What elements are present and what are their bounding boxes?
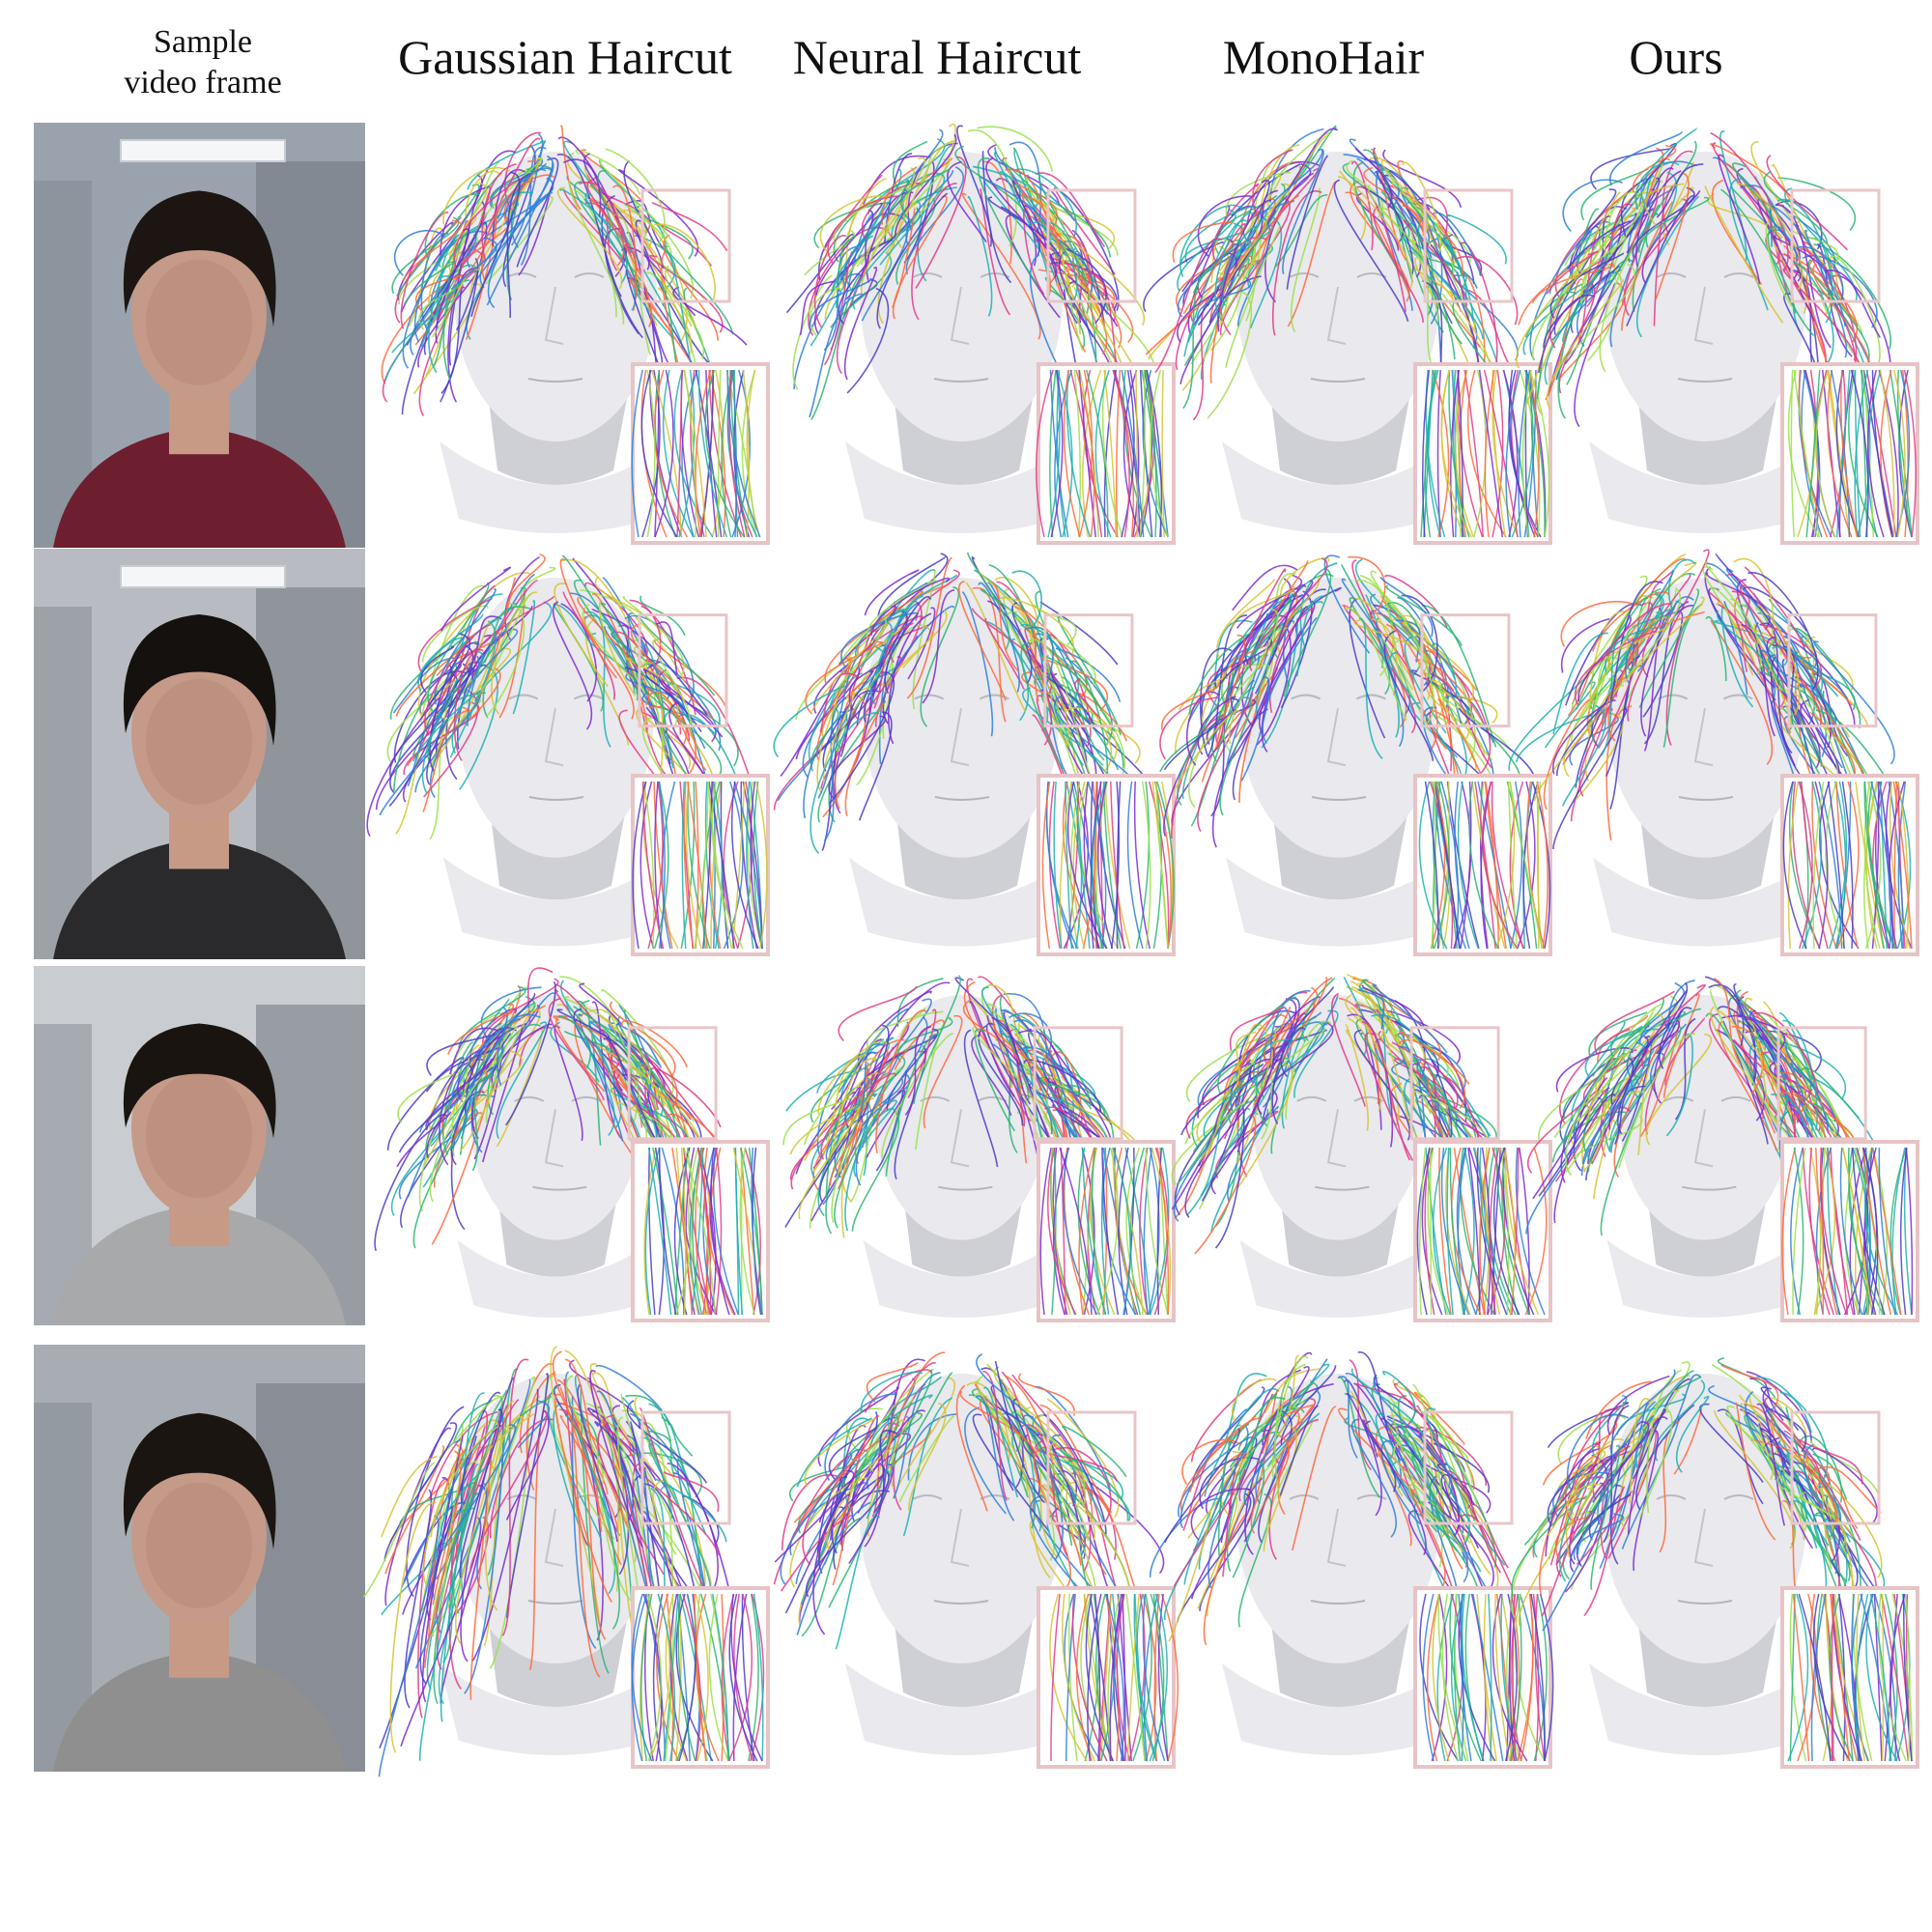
- hair-render-gaussian-haircut: [374, 966, 773, 1325]
- hair-render-ours: [1516, 123, 1922, 548]
- header-sample-line1: Sample: [154, 24, 252, 60]
- hair-render-monohair: [1159, 549, 1555, 959]
- hair-render-neural-haircut: [773, 1345, 1179, 1772]
- header-neural-haircut: Neural Haircut: [792, 30, 1082, 84]
- hair-render-gaussian-haircut: [381, 123, 773, 548]
- hair-render-monohair: [1169, 966, 1555, 1325]
- sample-video-frame: [34, 1345, 365, 1772]
- hair-render-neural-haircut: [785, 123, 1179, 548]
- hair-render-monohair: [1143, 123, 1555, 548]
- hair-render-ours: [1508, 549, 1922, 959]
- sample-video-frame: [34, 966, 365, 1325]
- hair-render-gaussian-haircut: [362, 1345, 773, 1777]
- hair-render-ours: [1525, 966, 1922, 1325]
- header-sample-line2: video frame: [124, 65, 282, 100]
- hair-render-gaussian-haircut: [366, 549, 773, 959]
- hair-render-neural-haircut: [773, 549, 1179, 959]
- hair-render-monohair: [1149, 1345, 1555, 1772]
- header-ours: Ours: [1629, 30, 1723, 84]
- hair-render-ours: [1510, 1345, 1922, 1772]
- header-gaussian-haircut: Gaussian Haircut: [398, 30, 732, 84]
- sample-video-frame: [34, 123, 365, 548]
- sample-video-frame: [34, 549, 365, 959]
- header-sample-video-frame: Sample video frame: [101, 19, 304, 106]
- hair-render-neural-haircut: [782, 966, 1179, 1325]
- header-monohair: MonoHair: [1222, 30, 1425, 84]
